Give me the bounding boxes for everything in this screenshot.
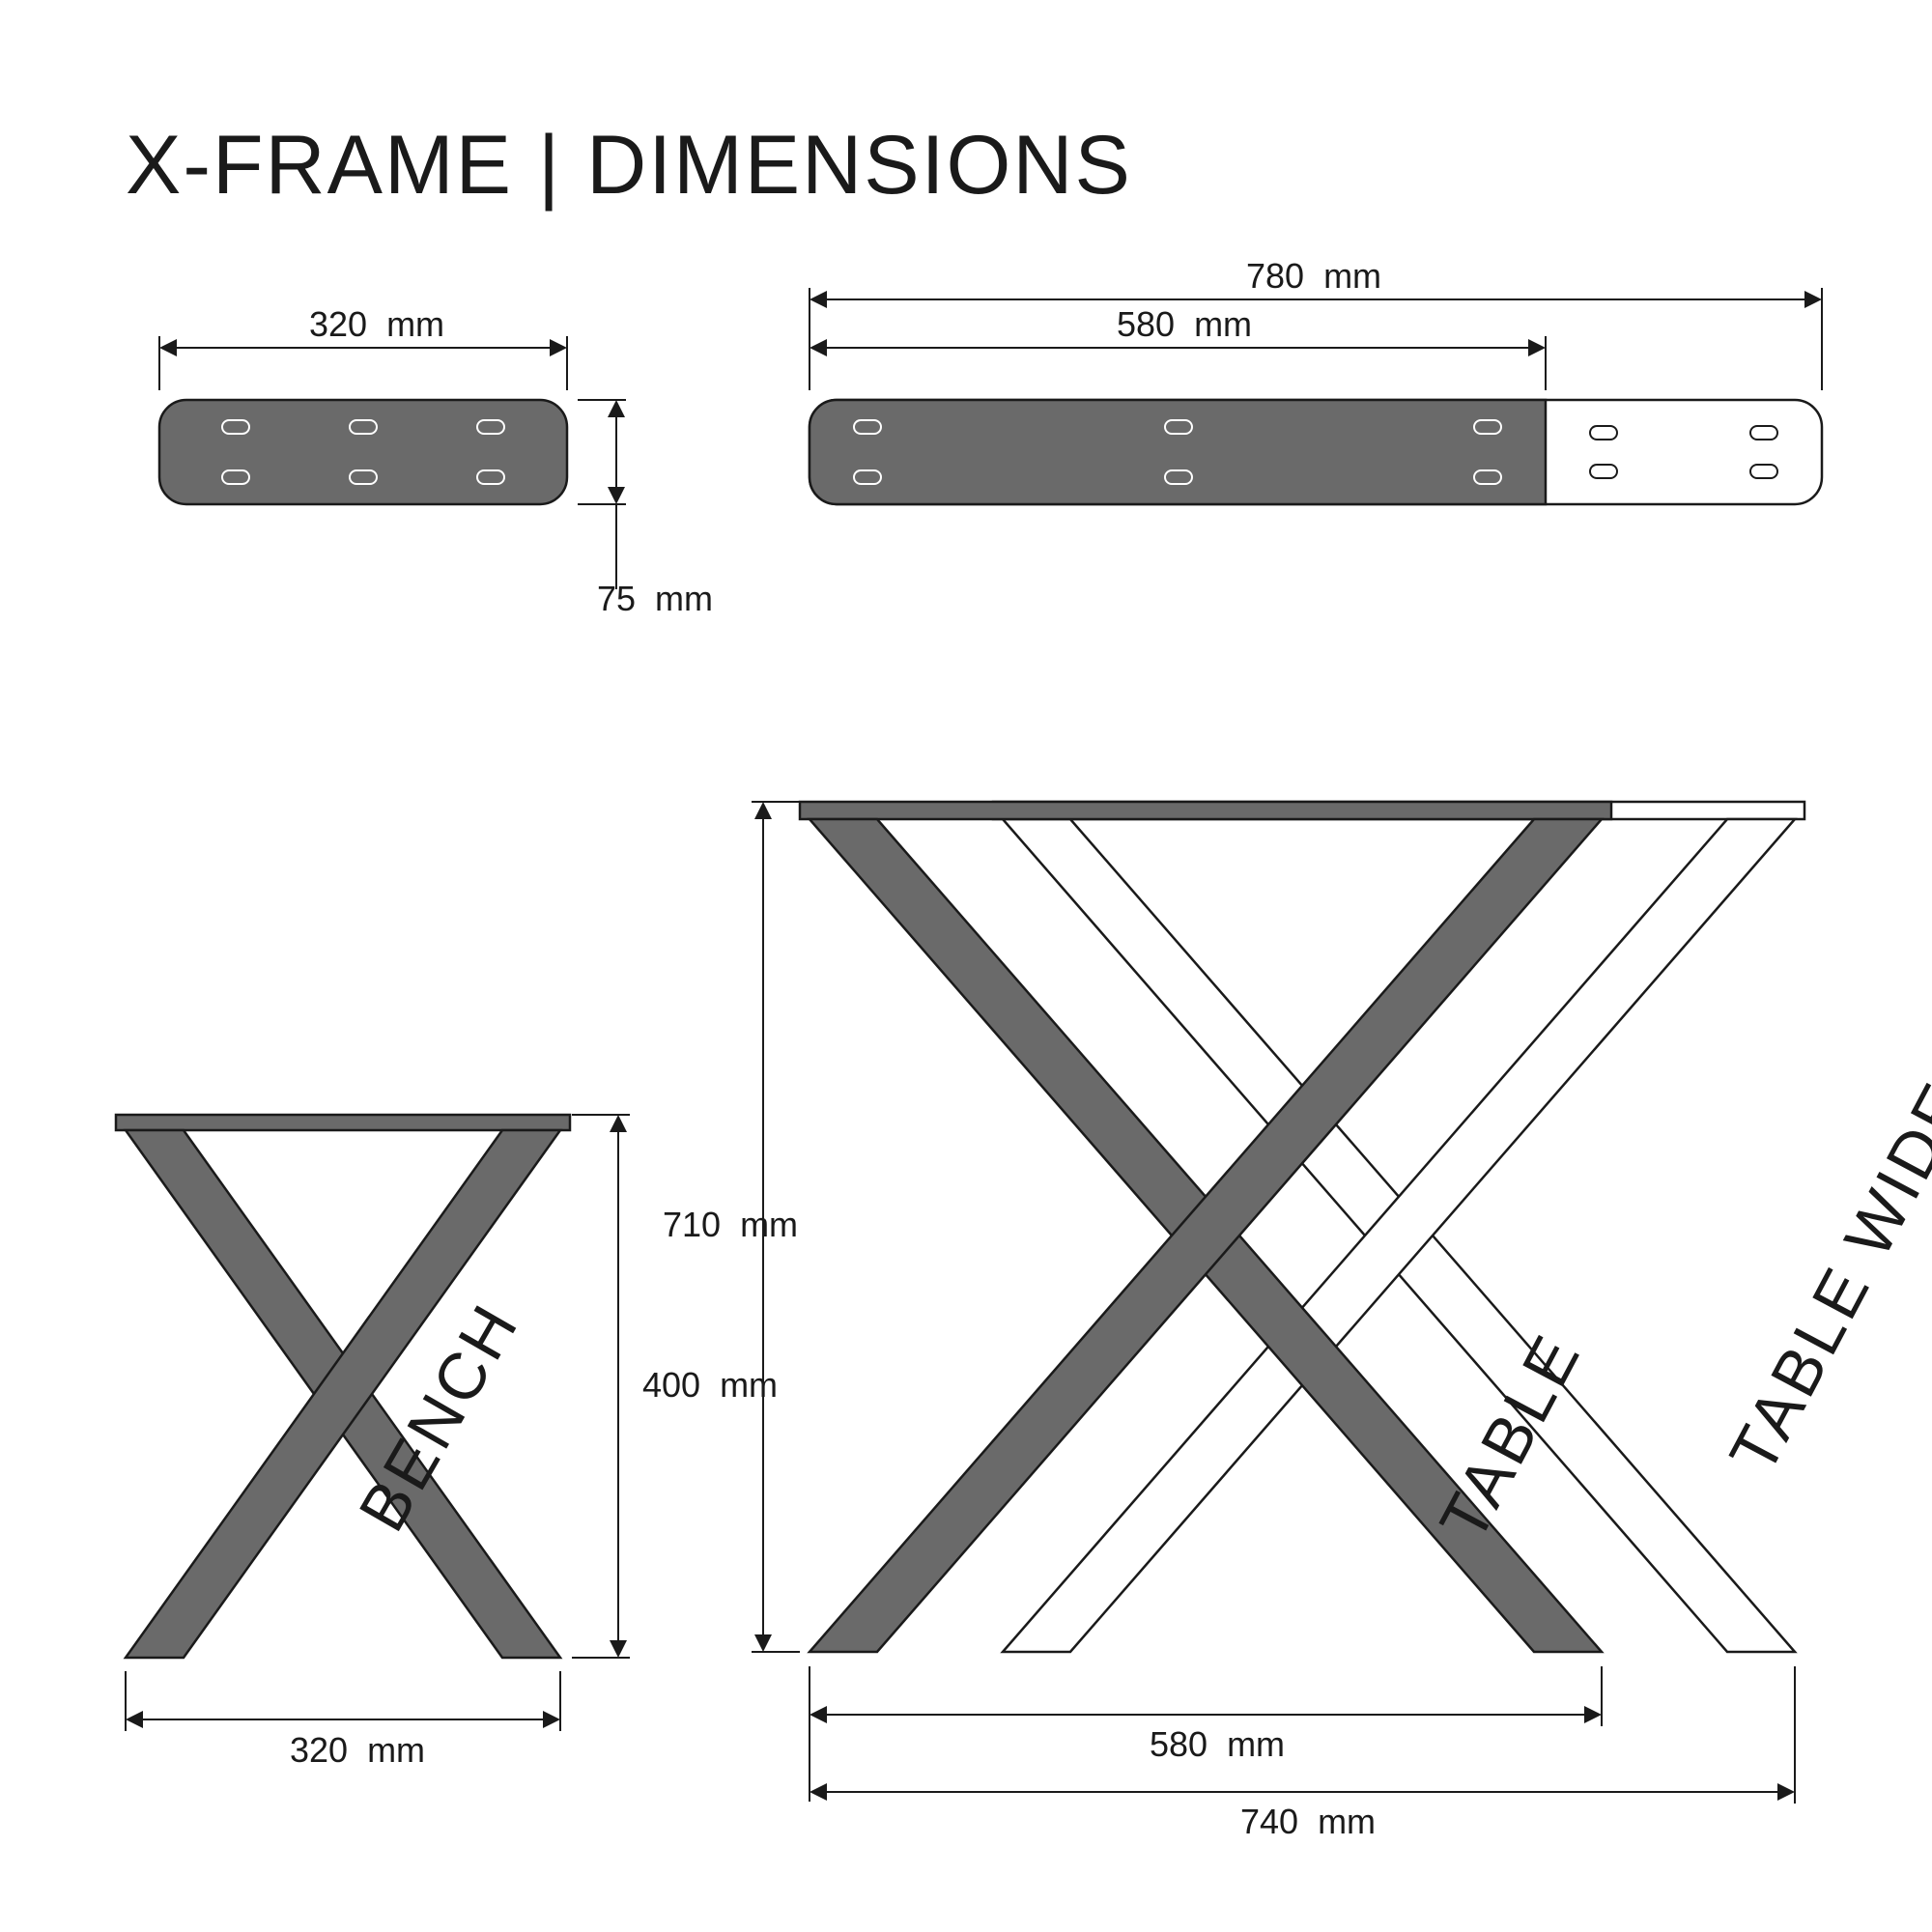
svg-text:75 mm: 75 mm xyxy=(597,579,713,618)
svg-text:780 mm: 780 mm xyxy=(1246,256,1381,296)
svg-text:320 mm: 320 mm xyxy=(309,304,444,344)
page-title: X-FRAME | DIMENSIONS xyxy=(126,119,1132,212)
bench-plate xyxy=(159,400,567,504)
svg-text:400 mm: 400 mm xyxy=(642,1365,778,1405)
svg-text:740 mm: 740 mm xyxy=(1240,1802,1376,1841)
svg-text:580 mm: 580 mm xyxy=(1117,304,1252,344)
xframe-dimensions-diagram: X-FRAME | DIMENSIONS 320 mm 75 mm 780 mm 580… xyxy=(0,0,1932,1932)
svg-text:710 mm: 710 mm xyxy=(663,1205,798,1244)
svg-text:320 mm: 320 mm xyxy=(290,1730,425,1770)
table-wide-label: TABLE WIDE xyxy=(1716,1069,1932,1485)
table-plate xyxy=(810,400,1546,504)
svg-text:580 mm: 580 mm xyxy=(1150,1724,1285,1764)
